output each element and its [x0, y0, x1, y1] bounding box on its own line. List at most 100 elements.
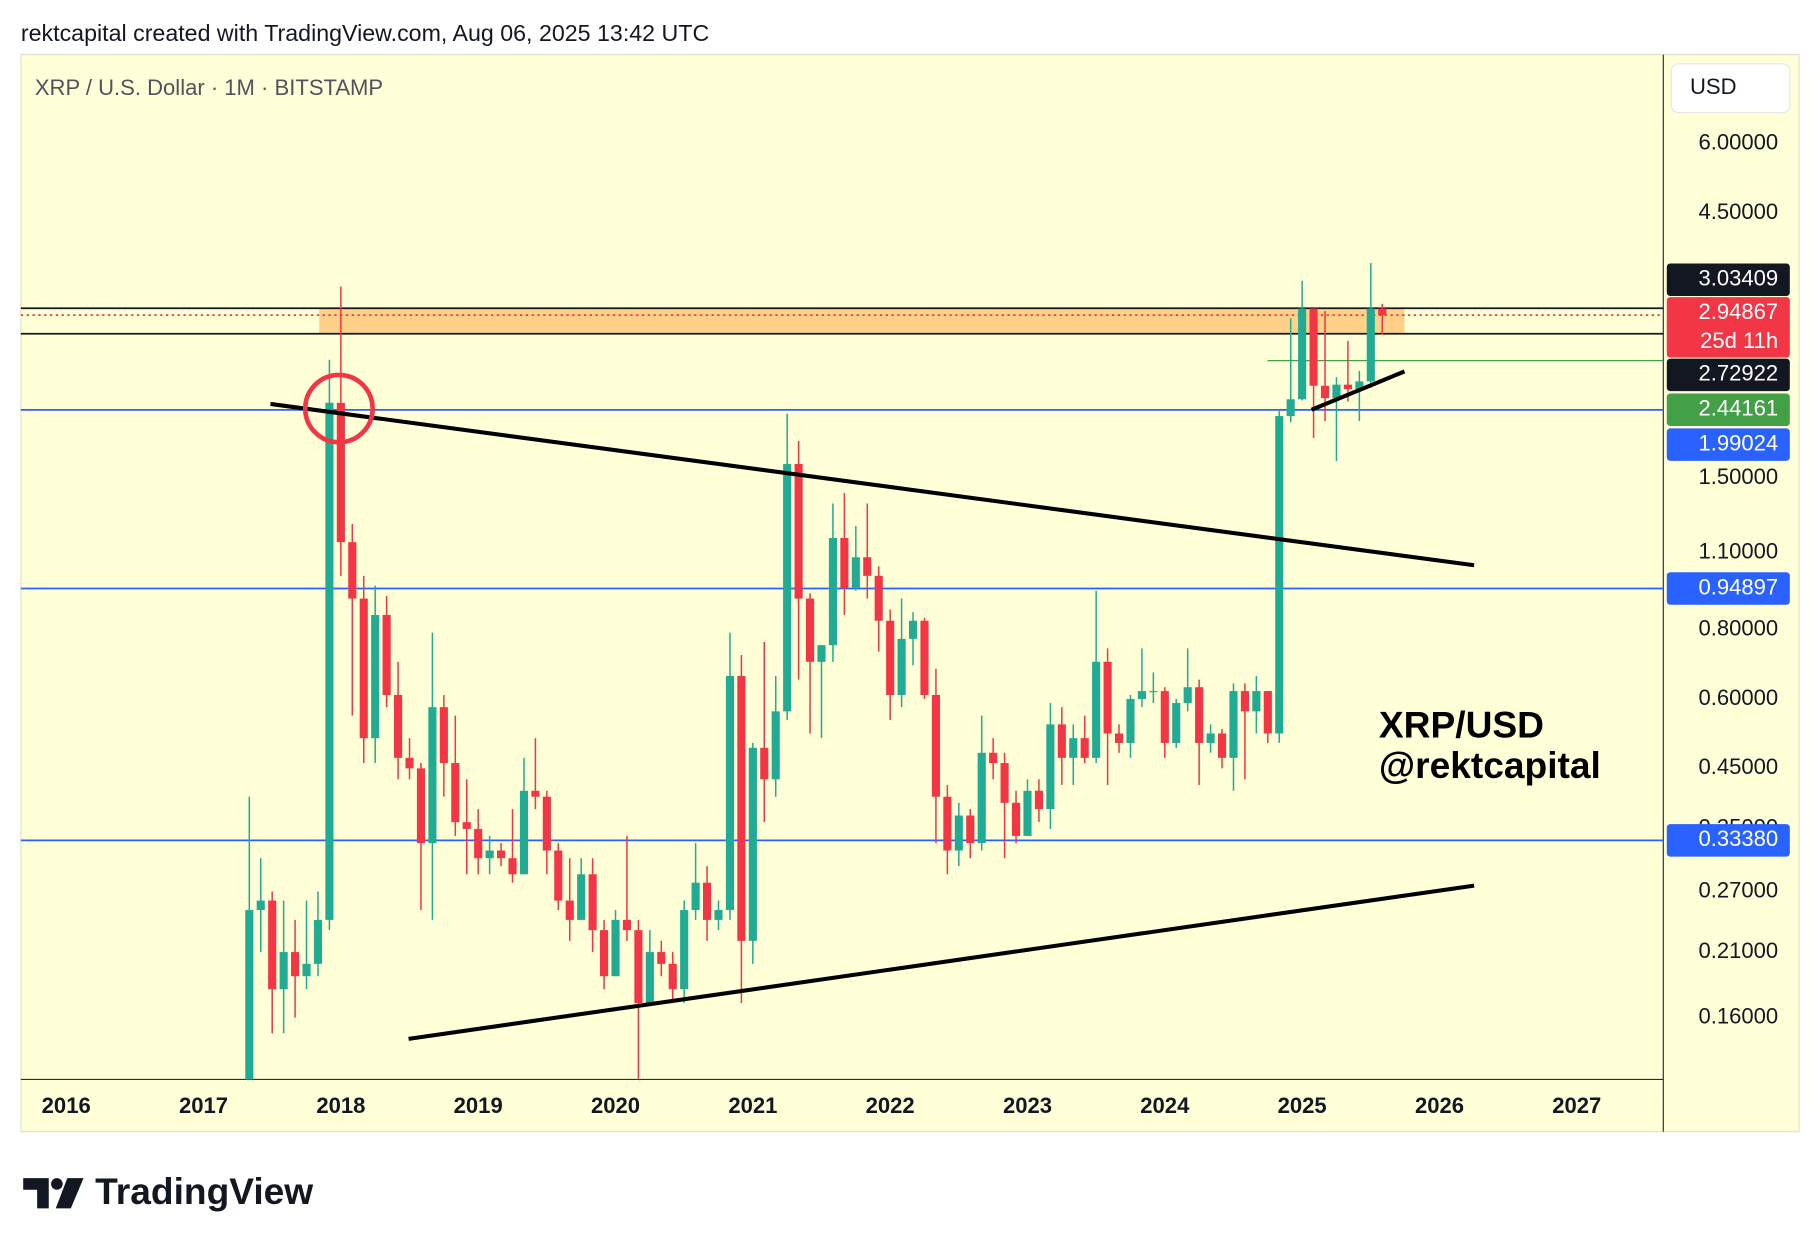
candle-body: [886, 620, 895, 695]
x-tick-label: 2027: [1552, 1093, 1601, 1118]
candle-body: [1172, 703, 1181, 743]
candle-body: [1263, 691, 1272, 734]
candle-body: [1080, 738, 1089, 758]
candle-body: [828, 537, 838, 646]
candle-body: [897, 638, 906, 695]
candle-body: [851, 557, 860, 589]
candle-body: [966, 815, 975, 844]
candle-body: [405, 757, 414, 769]
axis-layer: 2016 2017 2018 2019 2020 2021 2022 2023 2024 2025…: [42, 130, 1790, 1118]
countdown-label: 25d 11h: [1700, 328, 1778, 353]
candle-body: [1320, 385, 1330, 399]
candle-body: [325, 402, 334, 920]
candle-body: [1011, 802, 1021, 836]
candle-body: [1332, 384, 1341, 399]
x-tick-label: 2016: [42, 1093, 91, 1118]
candle-body: [451, 763, 460, 823]
price-label-box: [1666, 297, 1790, 358]
candle-body: [1309, 308, 1318, 386]
candle-body: [531, 790, 540, 797]
price-label: 0.33380: [1699, 826, 1779, 851]
candle-body: [1183, 687, 1192, 704]
candle-body: [680, 910, 689, 990]
candle-body: [428, 707, 437, 844]
candle-body: [359, 598, 368, 739]
price-label-box: [1666, 824, 1790, 857]
price-label-box: [1666, 393, 1790, 426]
candle-body: [439, 707, 448, 764]
candle-body: [863, 557, 872, 576]
y-tick-label: 0.27000: [1699, 877, 1779, 902]
price-label: 0.94897: [1699, 574, 1779, 599]
candle-body: [1069, 738, 1078, 758]
candle-body: [519, 790, 529, 875]
brand-name: TradingView: [95, 1170, 313, 1212]
candle-body: [760, 747, 769, 780]
price-label-box: [1666, 572, 1790, 605]
x-tick-label: 2020: [591, 1093, 640, 1118]
candle-body: [805, 598, 815, 662]
trendline: [270, 401, 1475, 568]
candle-body: [920, 620, 929, 695]
x-tick-label: 2021: [728, 1093, 777, 1118]
candle-body: [1137, 691, 1146, 699]
candle-body: [989, 752, 998, 764]
candle-body: [1240, 691, 1249, 712]
candle-body: [542, 796, 551, 851]
price-label-box: [1666, 428, 1790, 461]
candle-body: [817, 645, 826, 662]
candle-body: [416, 768, 426, 844]
candle-body: [474, 828, 483, 859]
currency-button[interactable]: [1670, 63, 1791, 114]
candle-body: [977, 752, 986, 844]
candle-body: [725, 676, 735, 911]
candle-body: [1378, 308, 1387, 316]
candle-body: [1114, 733, 1124, 743]
candle-body: [1275, 416, 1284, 734]
candle-body: [1046, 724, 1055, 810]
x-tick-label: 2026: [1415, 1093, 1464, 1118]
candle-body: [371, 615, 380, 739]
candle-body: [1229, 691, 1238, 758]
candle-body: [348, 542, 357, 599]
y-tick-label: 0.80000: [1699, 615, 1779, 640]
candle-body: [1366, 308, 1375, 382]
candle-body: [783, 464, 792, 712]
candle-body: [931, 694, 940, 797]
resistance-zone: [319, 308, 1405, 334]
candle-body: [554, 850, 563, 901]
trendline: [408, 883, 1475, 1041]
x-tick-label: 2019: [454, 1093, 503, 1118]
chart-title: XRP / U.S. Dollar · 1M · BITSTAMP: [35, 75, 383, 100]
candle-body: [1023, 790, 1032, 836]
candle-body: [313, 919, 323, 964]
candle-body: [1057, 724, 1066, 758]
x-tick-label: 2018: [316, 1093, 365, 1118]
candle-body: [1126, 698, 1135, 743]
y-tick-label: 1.50000: [1699, 464, 1779, 489]
annotation: @rektcapital: [1379, 744, 1601, 786]
candle-body: [954, 815, 963, 851]
y-tick-label: 0.21000: [1699, 938, 1779, 963]
candle-body: [1160, 691, 1169, 743]
y-tick-label: 1.10000: [1699, 539, 1779, 564]
candle-body: [840, 537, 849, 589]
candle-body: [1217, 733, 1227, 758]
candle-body: [1355, 381, 1364, 390]
candle-body: [279, 952, 288, 990]
candle-body: [577, 874, 586, 920]
candle-body: [497, 850, 506, 859]
candle-body: [908, 620, 918, 639]
candle-body: [382, 615, 391, 695]
candle-body: [1252, 691, 1261, 712]
candle-body: [1286, 399, 1295, 417]
trendline: [1310, 369, 1406, 412]
candle-body: [565, 900, 574, 920]
x-tick-label: 2022: [866, 1093, 915, 1118]
candle-body: [245, 910, 254, 1080]
candle-body: [771, 711, 780, 780]
candle-body: [485, 850, 494, 859]
candle-body: [291, 952, 300, 977]
candle-body: [336, 402, 345, 543]
